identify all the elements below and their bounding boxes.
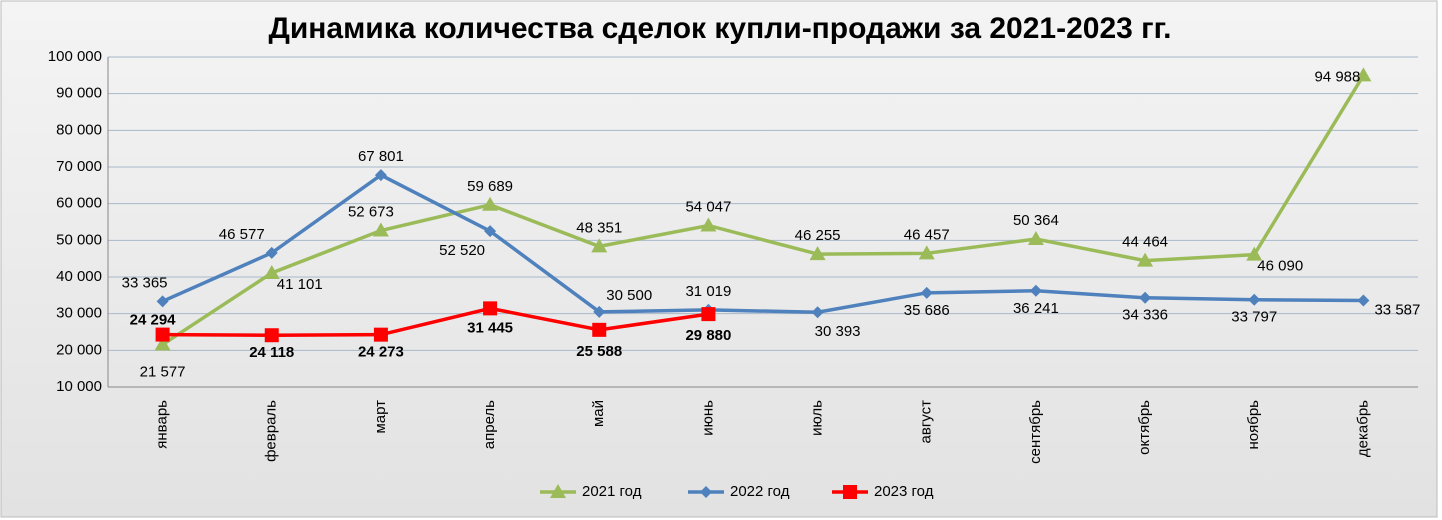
data-label: 52 673: [348, 204, 394, 221]
point: [155, 327, 170, 342]
point: [918, 245, 935, 260]
data-label: 31 019: [685, 283, 731, 300]
y-tick-label: 70 000: [56, 158, 102, 175]
chart-title: Динамика количества сделок купли-продажи…: [268, 12, 1171, 45]
data-label: 52 520: [439, 242, 485, 259]
data-label: 46 090: [1257, 258, 1303, 275]
x-tick-label: январь: [154, 400, 171, 449]
point: [591, 238, 608, 253]
point: [1246, 246, 1263, 261]
data-label: 94 988: [1314, 68, 1360, 85]
point: [811, 306, 824, 319]
point: [482, 196, 499, 211]
data-label: 46 577: [219, 226, 265, 243]
point: [1355, 67, 1372, 82]
data-label: 30 500: [606, 287, 652, 304]
data-label: 30 393: [815, 323, 861, 340]
data-label: 24 118: [249, 344, 294, 361]
legend-marker: [550, 484, 566, 498]
point: [154, 336, 171, 351]
data-label: 33 365: [122, 274, 168, 291]
x-tick-label: февраль: [263, 400, 280, 462]
legend-marker: [700, 486, 712, 498]
data-label: 41 101: [277, 276, 323, 293]
x-tick-label: июль: [809, 400, 826, 436]
point: [700, 217, 717, 232]
point: [372, 222, 389, 237]
data-label: 29 880: [685, 327, 731, 344]
data-label: 50 364: [1013, 212, 1059, 229]
point: [920, 286, 933, 299]
data-label: 67 801: [358, 148, 404, 165]
y-tick-label: 100 000: [48, 48, 102, 65]
data-label: 48 351: [576, 219, 622, 236]
data-label: 33 587: [1374, 301, 1420, 318]
x-tick-label: март: [372, 400, 389, 434]
point: [1029, 284, 1042, 297]
legend-marker: [843, 485, 857, 499]
series-line: [162, 306, 709, 337]
data-label: 46 255: [795, 227, 841, 244]
data-label: 24 273: [358, 344, 404, 361]
series-line: [161, 74, 1365, 347]
x-tick-label: октябрь: [1136, 400, 1153, 455]
y-tick-label: 10 000: [56, 378, 102, 395]
point: [265, 246, 278, 259]
data-label: 36 241: [1013, 300, 1059, 317]
data-label: 34 336: [1122, 307, 1168, 324]
y-tick-label: 90 000: [56, 85, 102, 102]
point: [483, 301, 498, 316]
x-tick-label: май: [590, 400, 607, 427]
legend-label: 2022 год: [730, 483, 790, 500]
y-tick-label: 20 000: [56, 341, 102, 358]
point: [156, 295, 169, 308]
point: [374, 169, 387, 182]
point: [809, 246, 826, 261]
data-label: 35 686: [904, 302, 950, 319]
series-line: [161, 173, 1364, 314]
point: [264, 328, 279, 343]
point: [484, 225, 497, 238]
data-label: 59 689: [467, 178, 513, 195]
y-tick-label: 50 000: [56, 231, 102, 248]
y-tick-label: 80 000: [56, 121, 102, 138]
data-label: 54 047: [685, 198, 731, 215]
data-label: 46 457: [904, 226, 950, 243]
data-label: 33 797: [1231, 309, 1277, 326]
point: [373, 327, 388, 342]
point: [1139, 291, 1152, 304]
x-tick-label: ноябрь: [1245, 400, 1262, 450]
point: [1248, 293, 1261, 306]
point: [1357, 294, 1370, 307]
data-label: 21 577: [140, 364, 186, 381]
point: [1027, 230, 1044, 245]
legend-label: 2021 год: [582, 483, 642, 500]
x-tick-label: июнь: [699, 400, 716, 436]
point: [701, 307, 716, 322]
x-tick-label: сентябрь: [1027, 400, 1044, 464]
y-tick-label: 60 000: [56, 195, 102, 212]
legend-label: 2023 год: [874, 483, 934, 500]
point: [593, 305, 606, 318]
data-label: 25 588: [576, 343, 622, 360]
point: [592, 322, 607, 337]
data-label: 44 464: [1122, 234, 1168, 251]
x-tick-label: декабрь: [1354, 400, 1371, 457]
data-label: 24 294: [130, 312, 177, 329]
point: [1137, 252, 1154, 267]
y-tick-label: 30 000: [56, 305, 102, 322]
x-tick-label: август: [918, 400, 935, 444]
data-label: 31 445: [467, 319, 513, 336]
point: [263, 264, 280, 279]
x-tick-label: апрель: [481, 400, 498, 449]
y-tick-label: 40 000: [56, 268, 102, 285]
